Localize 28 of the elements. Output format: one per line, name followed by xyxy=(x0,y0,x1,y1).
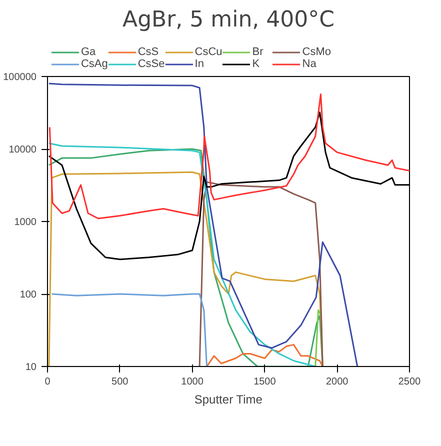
x-axis-title: Sputter Time xyxy=(194,392,263,406)
x-tick-label: 500 xyxy=(112,376,129,388)
line-series xyxy=(206,344,324,366)
legend-label: CsSe xyxy=(138,58,165,70)
x-tick-label: 1000 xyxy=(181,376,204,388)
y-tick-label: 10 xyxy=(25,362,37,373)
line-series xyxy=(48,93,410,220)
legend-label: Br xyxy=(252,46,264,58)
legend-label: Na xyxy=(302,58,318,70)
y-tick-label: 100 xyxy=(20,290,37,300)
x-tick-label: 0 xyxy=(44,376,51,388)
legend-label: K xyxy=(252,58,261,70)
legend-label: CsS xyxy=(138,46,159,58)
legend-label: CsMo xyxy=(302,46,332,58)
y-tick-label: 100000 xyxy=(3,72,37,83)
line-series xyxy=(51,293,208,366)
legend-label: Ga xyxy=(80,46,97,58)
chart-title: AgBr, 5 min, 400°C xyxy=(122,8,334,32)
y-tick-label: 1000 xyxy=(14,217,37,228)
x-tick-label: 2500 xyxy=(398,376,422,388)
legend-label: CsAg xyxy=(80,58,108,70)
line-series xyxy=(198,181,324,366)
x-tick-label: 1500 xyxy=(254,376,276,388)
y-tick-label: 10000 xyxy=(8,144,37,156)
legend-label: CsCu xyxy=(194,46,222,58)
legend-label: In xyxy=(194,58,205,70)
line-series xyxy=(48,82,358,366)
x-tick-label: 2000 xyxy=(326,376,349,388)
